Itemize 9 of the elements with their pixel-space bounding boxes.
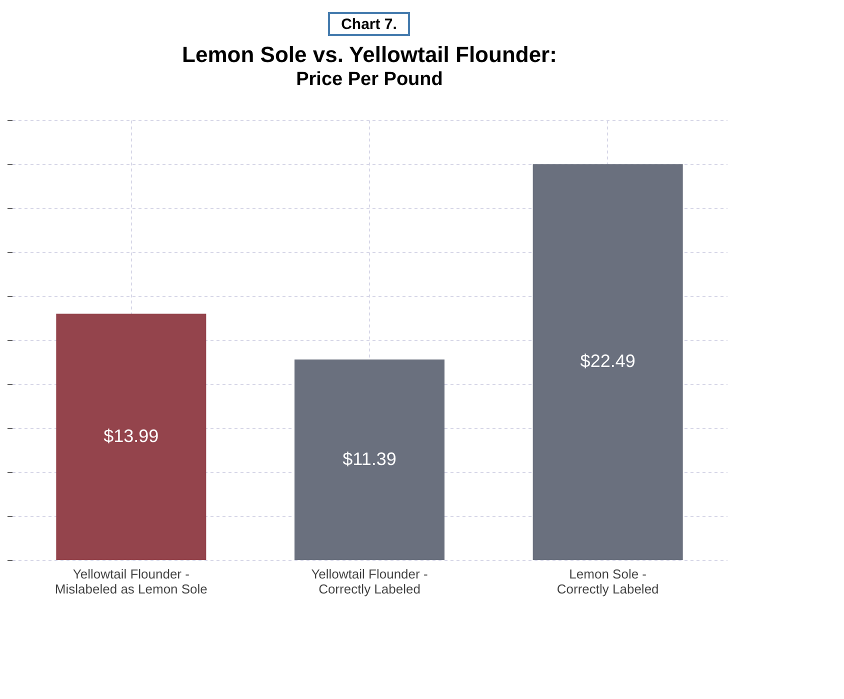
- x-tick-label: Yellowtail Flounder - Mislabeled as Lemon Sole: [54, 566, 208, 596]
- data-label: $22.49: [580, 351, 636, 372]
- chart-title: Lemon Sole vs. Yellowtail Flounder:: [182, 42, 557, 67]
- x-tick-label: Lemon Sole - Correctly Labeled: [556, 566, 659, 596]
- data-label: $11.39: [342, 448, 396, 469]
- data-label: $13.99: [104, 426, 159, 446]
- chart-subtitle: Price Per Pound: [296, 69, 443, 90]
- caption: Chart 7.: [341, 16, 397, 33]
- x-tick-label: Yellowtail Flounder - Correctly Labeled: [311, 566, 428, 596]
